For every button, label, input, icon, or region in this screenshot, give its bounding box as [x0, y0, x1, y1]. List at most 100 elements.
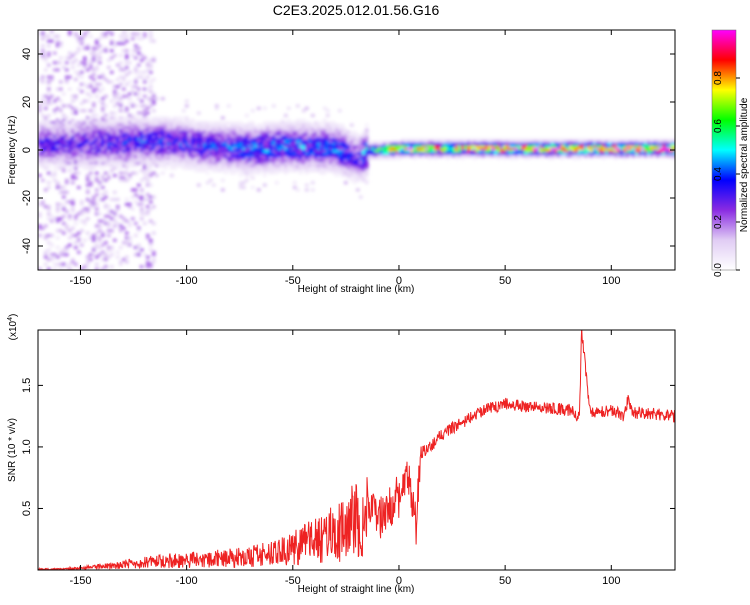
- heatmap-cell: [302, 123, 306, 127]
- heatmap-cell: [659, 142, 663, 146]
- heatmap-cell: [362, 130, 366, 134]
- heatmap-cell: [251, 135, 255, 139]
- heatmap-cell: [128, 241, 132, 245]
- heatmap-cell: [230, 140, 234, 144]
- heatmap-cell: [125, 73, 129, 77]
- heatmap-cell: [86, 126, 90, 129]
- heatmap-cell: [173, 126, 177, 129]
- heatmap-cell: [326, 147, 330, 151]
- heatmap-cell: [44, 56, 48, 60]
- heatmap-cell: [38, 135, 42, 139]
- heatmap-cell: [86, 68, 90, 72]
- heatmap-cell: [278, 166, 282, 170]
- heatmap-cell: [95, 126, 99, 129]
- heatmap-cell: [122, 150, 126, 153]
- heatmap-cell: [74, 217, 78, 221]
- heatmap-cell: [92, 166, 96, 170]
- heatmap-cell: [311, 164, 315, 168]
- heatmap-cell: [449, 150, 453, 153]
- heatmap-cell: [110, 150, 114, 153]
- heatmap-cell: [554, 145, 558, 149]
- heatmap-cell: [74, 130, 78, 134]
- heatmap-cell: [572, 152, 576, 156]
- heatmap-cell: [155, 133, 159, 137]
- heatmap-cell: [272, 169, 276, 173]
- heatmap-cell: [131, 147, 135, 151]
- heatmap-cell: [371, 145, 375, 149]
- heatmap-cell: [524, 138, 528, 141]
- heatmap-cell: [239, 150, 243, 153]
- heatmap-cell: [164, 147, 168, 151]
- heatmap-cell: [143, 157, 147, 161]
- heatmap-cell: [191, 130, 195, 134]
- heatmap-cell: [179, 159, 183, 163]
- heatmap-cell: [47, 51, 51, 55]
- heatmap-cell: [95, 114, 99, 117]
- heatmap-cell: [101, 231, 105, 235]
- heatmap-cell: [431, 154, 435, 158]
- heatmap-cell: [665, 150, 669, 153]
- heatmap-cell: [236, 128, 240, 132]
- heatmap-cell: [536, 142, 540, 146]
- heatmap-cell: [551, 145, 555, 149]
- heatmap-cell: [47, 75, 51, 79]
- heatmap-cell: [155, 123, 159, 127]
- heatmap-cell: [209, 142, 213, 146]
- heatmap-cell: [239, 159, 243, 163]
- heatmap-cell: [38, 212, 42, 216]
- heatmap-cell: [107, 138, 111, 141]
- heatmap-cell: [179, 142, 183, 146]
- heatmap-cell: [128, 114, 132, 117]
- heatmap-cell: [512, 142, 516, 146]
- heatmap-cell: [242, 186, 246, 189]
- heatmap-cell: [269, 154, 273, 158]
- heatmap-cell: [137, 195, 141, 199]
- heatmap-cell: [467, 150, 471, 153]
- heatmap-cell: [278, 162, 282, 165]
- heatmap-cell: [137, 246, 141, 249]
- heatmap-cell: [497, 147, 501, 151]
- heatmap-cell: [140, 130, 144, 134]
- heatmap-cell: [269, 145, 273, 149]
- heatmap-cell: [143, 121, 147, 125]
- heatmap-cell: [227, 104, 231, 108]
- heatmap-cell: [86, 85, 90, 89]
- heatmap-cell: [131, 162, 135, 165]
- heatmap-cell: [509, 147, 513, 151]
- heatmap-cell: [647, 152, 651, 156]
- heatmap-cell: [155, 121, 159, 125]
- heatmap-cell: [452, 145, 456, 149]
- heatmap-cell: [41, 135, 45, 139]
- heatmap-cell: [332, 130, 336, 134]
- heatmap-cell: [194, 152, 198, 156]
- heatmap-cell: [68, 123, 72, 127]
- heatmap-cell: [182, 152, 186, 156]
- heatmap-cell: [665, 147, 669, 151]
- heatmap-cell: [233, 123, 237, 127]
- heatmap-cell: [452, 147, 456, 151]
- heatmap-cell: [338, 152, 342, 156]
- colorbar-tick-label: 0.4: [713, 167, 724, 181]
- heatmap-cell: [545, 138, 549, 141]
- heatmap-cell: [260, 140, 264, 144]
- heatmap-cell: [272, 147, 276, 151]
- heatmap-cell: [152, 250, 156, 254]
- heatmap-cell: [224, 123, 228, 127]
- snr-plot-area: [38, 330, 675, 570]
- heatmap-cell: [122, 219, 126, 223]
- heatmap-cell: [269, 157, 273, 161]
- heatmap-cell: [488, 138, 492, 141]
- heatmap-cell: [62, 121, 66, 125]
- heatmap-cell: [170, 121, 174, 125]
- heatmap-cell: [626, 145, 630, 149]
- heatmap-cell: [296, 118, 300, 122]
- heatmap-cell: [167, 133, 171, 137]
- heatmap-cell: [326, 142, 330, 146]
- heatmap-cell: [584, 142, 588, 146]
- heatmap-cell: [575, 154, 579, 158]
- heatmap-cell: [116, 140, 120, 144]
- heatmap-cell: [116, 118, 120, 122]
- heatmap-cell: [245, 133, 249, 137]
- heatmap-cell: [506, 150, 510, 153]
- heatmap-cell: [107, 246, 111, 249]
